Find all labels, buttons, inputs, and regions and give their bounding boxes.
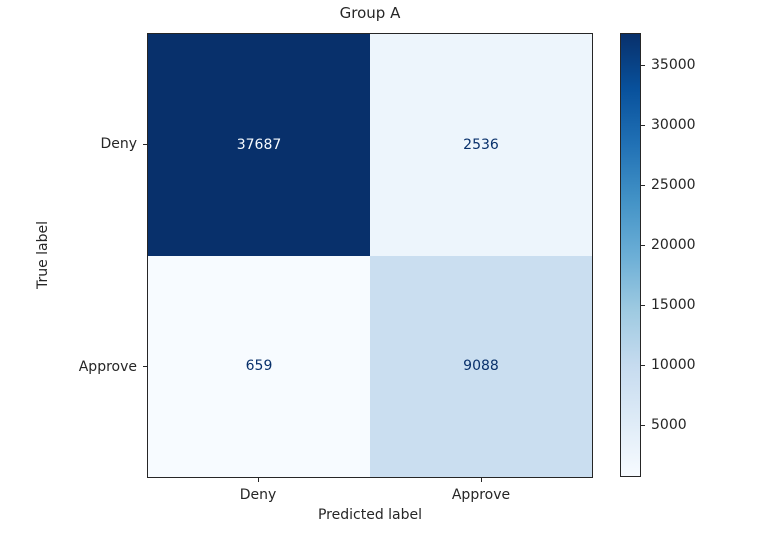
colorbar-tick-label: 25000 [651, 177, 696, 193]
heatmap-axes: 37687 2536 659 9088 [147, 33, 593, 478]
matrix-cell-deny-approve: 2536 [370, 34, 592, 256]
y-tick-label-approve: Approve [78, 359, 137, 375]
y-tick-mark [143, 144, 147, 145]
colorbar-tick-mark [641, 125, 645, 126]
y-tick-mark [143, 366, 147, 367]
colorbar [620, 33, 641, 477]
colorbar-tick-mark [641, 65, 645, 66]
colorbar-tick-mark [641, 425, 645, 426]
colorbar-tick-mark [641, 245, 645, 246]
matrix-cell-approve-approve: 9088 [370, 255, 592, 477]
colorbar-tick-label: 35000 [651, 57, 696, 73]
matrix-grid: 37687 2536 659 9088 [148, 34, 592, 477]
colorbar-ticks: 5000 10000 15000 20000 25000 30000 35000 [641, 33, 761, 477]
x-axis-label: Predicted label [317, 507, 423, 523]
x-tick-label-approve: Approve [451, 487, 511, 503]
colorbar-gradient [621, 34, 640, 476]
colorbar-tick-label: 30000 [651, 117, 696, 133]
x-tick-mark [258, 478, 259, 482]
x-tick-mark [481, 478, 482, 482]
y-axis-label: True label [35, 220, 51, 290]
colorbar-tick-label: 10000 [651, 357, 696, 373]
matrix-cell-deny-deny: 37687 [148, 34, 370, 256]
colorbar-tick-mark [641, 185, 645, 186]
y-tick-label-deny: Deny [100, 136, 137, 152]
colorbar-tick-mark [641, 365, 645, 366]
matrix-cell-approve-deny: 659 [148, 255, 370, 477]
x-tick-label-deny: Deny [239, 487, 277, 503]
colorbar-tick-mark [641, 305, 645, 306]
colorbar-tick-label: 20000 [651, 237, 696, 253]
colorbar-tick-label: 15000 [651, 297, 696, 313]
chart-title: Group A [339, 4, 401, 22]
colorbar-tick-label: 5000 [651, 417, 687, 433]
